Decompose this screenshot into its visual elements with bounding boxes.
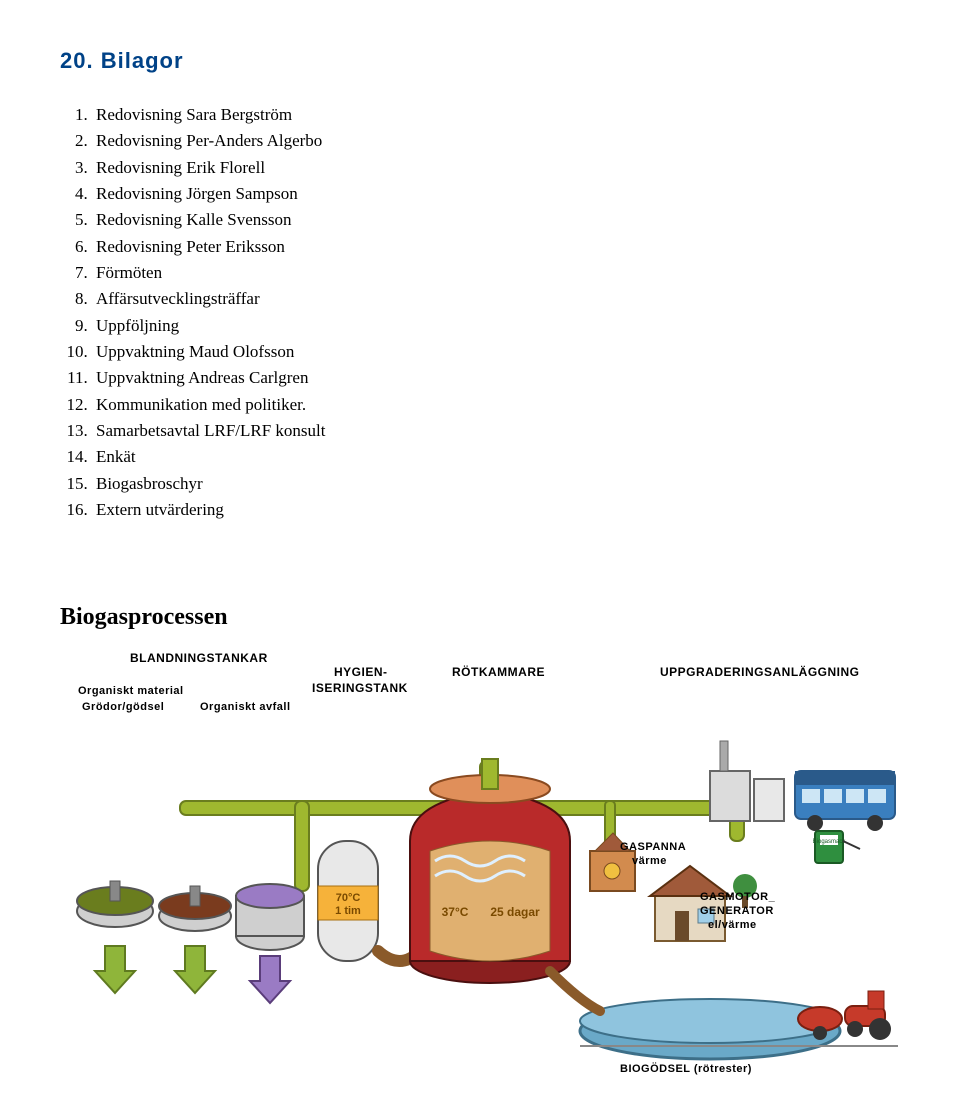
label-uppgradering: UPPGRADERINGSANLÄGGNING [660, 665, 860, 679]
bilagor-item: Förmöten [92, 260, 900, 286]
hygieniseringstank-group: 70°C 1 tim [318, 841, 378, 961]
label-varme: värme [632, 855, 667, 867]
bilagor-item: Samarbetsavtal LRF/LRF konsult [92, 418, 900, 444]
bilagor-item: Enkät [92, 444, 900, 470]
label-organiskt-material: Organiskt material [78, 685, 184, 697]
bilagor-item: Uppvaktning Maud Olofsson [92, 339, 900, 365]
bilagor-item: Redovisning Sara Bergström [92, 102, 900, 128]
label-organiskt-avfall: Organiskt avfall [200, 701, 291, 713]
label-rotkammare: RÖTKAMMARE [452, 665, 545, 679]
label-hygien: HYGIEN- [334, 665, 388, 679]
rotkammare-group: 37°C 25 dagar [410, 759, 570, 983]
svg-text:37°C: 37°C [442, 905, 469, 919]
uppgradering-group [710, 741, 784, 821]
bus-group: Biogasmack [795, 771, 895, 863]
bilagor-item: Redovisning Kalle Svensson [92, 207, 900, 233]
label-elvarme: el/värme [708, 919, 757, 931]
blandningstankar-group [77, 881, 304, 950]
bilagor-item: Extern utvärdering [92, 497, 900, 523]
bilagor-item: Biogasbroschyr [92, 471, 900, 497]
bilagor-item: Redovisning Erik Florell [92, 155, 900, 181]
bilagor-item: Uppföljning [92, 313, 900, 339]
input-arrows [95, 946, 290, 1003]
label-gasmotor: GASMOTOR_ [700, 891, 775, 903]
label-grodor-godsel: Grödor/gödsel [82, 701, 164, 713]
section-title: 20. Bilagor [60, 48, 900, 74]
label-blandningstankar: BLANDNINGSTANKAR [130, 651, 268, 665]
label-biogodsel: BIOGÖDSEL (rötrester) [620, 1063, 752, 1075]
biogodsel-storage [580, 999, 840, 1059]
bilagor-item: Redovisning Peter Eriksson [92, 234, 900, 260]
svg-text:25 dagar: 25 dagar [490, 905, 540, 919]
bilagor-list: Redovisning Sara BergströmRedovisning Pe… [92, 102, 900, 524]
process-title: Biogasprocessen [60, 604, 900, 631]
bilagor-item: Redovisning Jörgen Sampson [92, 181, 900, 207]
label-gaspanna: GASPANNA [620, 841, 686, 853]
svg-text:Biogasmack: Biogasmack [813, 839, 847, 845]
label-iseringstank: ISERINGSTANK [312, 681, 408, 695]
diagram-svg: 70°C 1 tim 37°C 25 dagar [60, 651, 900, 1081]
bilagor-item: Redovisning Per-Anders Algerbo [92, 128, 900, 154]
biogas-process-diagram: 70°C 1 tim 37°C 25 dagar [60, 651, 900, 1081]
section-title-text: Bilagor [101, 48, 184, 73]
bilagor-item: Uppvaktning Andreas Carlgren [92, 365, 900, 391]
section-number: 20. [60, 48, 94, 73]
svg-text:1 tim: 1 tim [335, 905, 361, 917]
svg-text:70°C: 70°C [336, 892, 361, 904]
label-generator: GENERATOR [700, 905, 774, 917]
bilagor-item: Kommunikation med politiker. [92, 392, 900, 418]
bilagor-item: Affärsutvecklingsträffar [92, 286, 900, 312]
